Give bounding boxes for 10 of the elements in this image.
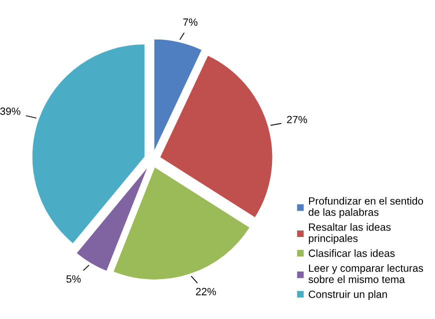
data-label: 5% [66,275,81,283]
legend-label: Leer y comparar lecturas sobre el mismo tema [308,264,424,284]
legend-label: Resaltar las ideas principales [308,223,391,244]
data-label: 27% [287,116,308,124]
data-label: 39% [0,108,20,115]
legend-label: Clasificar las ideas [308,249,395,257]
legend-label: Construir un plan [308,290,387,300]
data-label: 22% [196,288,216,296]
data-label: 7% [183,18,198,26]
legend-label: Profundizar en el sentido de las palabras [308,197,424,218]
